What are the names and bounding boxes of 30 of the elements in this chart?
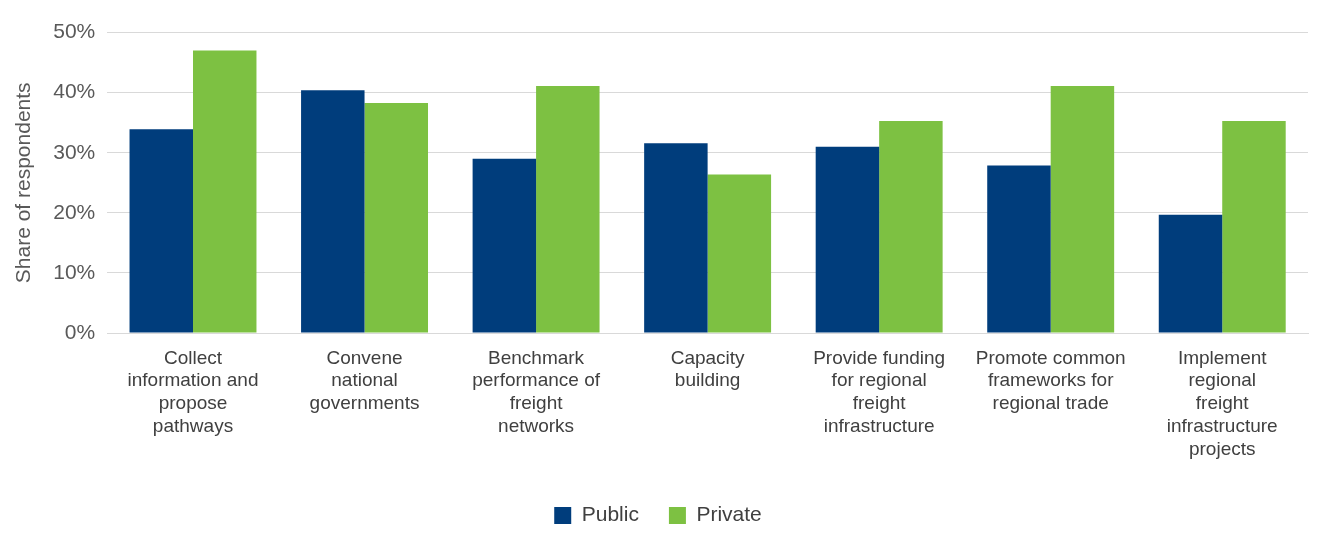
bar <box>1050 86 1115 333</box>
bar <box>644 143 708 333</box>
bar <box>129 129 193 333</box>
bar <box>536 86 600 333</box>
bar <box>1158 214 1223 333</box>
bar <box>1222 120 1286 333</box>
y-tick-label: 40% <box>53 79 96 103</box>
bar <box>364 102 429 333</box>
bar <box>472 158 537 333</box>
y-tick-label: 10% <box>53 259 96 283</box>
bar <box>987 165 1051 333</box>
x-tick-label: Implement regional freight infrastructure projects <box>1166 346 1278 459</box>
y-tick-label: 30% <box>53 139 96 163</box>
x-tick-label: Provide funding for regional freight infrastructure <box>813 346 946 437</box>
x-tick-label: Capacity building <box>670 346 746 391</box>
bar <box>815 146 880 333</box>
bar <box>879 120 943 333</box>
y-tick-label: 20% <box>53 199 96 223</box>
bar <box>707 174 772 333</box>
y-tick-label: 0% <box>64 319 96 343</box>
x-tick-label: Collect information and propose pathways <box>127 346 259 437</box>
bar <box>301 90 365 333</box>
x-tick-label: Convene national governments <box>309 346 420 414</box>
y-tick-label: 50% <box>53 19 96 43</box>
x-tick-label: Promote common frameworks for regional trade <box>975 346 1126 414</box>
y-axis-title: Share of respondents <box>11 82 35 284</box>
x-tick-label: Benchmark performance of freight networks <box>472 346 601 437</box>
legend-label: Private <box>696 502 762 526</box>
bar <box>193 50 257 333</box>
legend-label: Public <box>581 502 639 526</box>
